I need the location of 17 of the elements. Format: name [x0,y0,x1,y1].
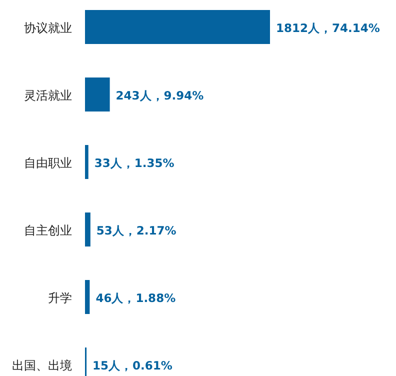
bar [85,280,90,314]
data-label: 46人，1.88% [96,291,176,305]
y-tick-label: 升学 [48,291,72,305]
y-tick-label: 灵活就业 [24,88,72,102]
y-tick-label: 出国、出境 [12,358,72,372]
y-tick-label: 自由职业 [24,156,72,170]
bar [85,10,270,44]
bar [85,78,110,112]
data-label: 15人，0.61% [92,358,173,372]
data-label: 1812人，74.14% [276,21,380,35]
y-tick-label: 自主创业 [24,224,72,238]
bar [85,212,90,246]
y-tick-label: 协议就业 [24,21,72,35]
data-label: 53人，2.17% [96,224,177,238]
data-label: 33人，1.35% [94,156,175,170]
data-label: 243人，9.94% [116,88,204,102]
bar [85,145,88,179]
